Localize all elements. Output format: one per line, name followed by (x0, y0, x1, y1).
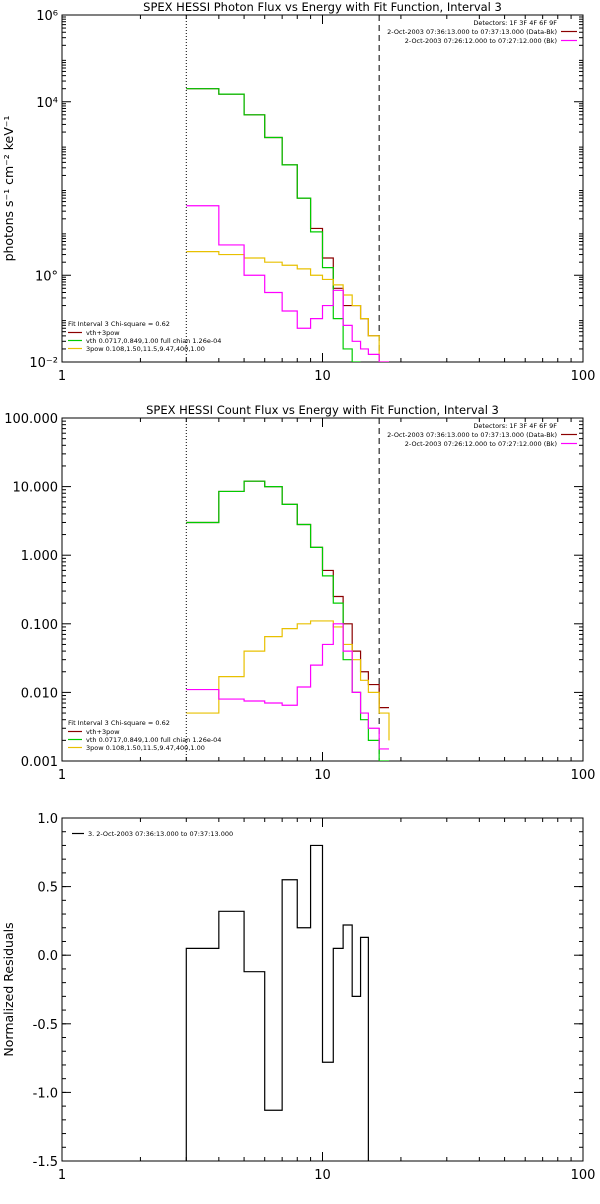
x-tick-label: 100 (571, 1168, 596, 1183)
y-tick-label: 0.001 (21, 755, 58, 770)
legend-bottom-left: Fit Interval 3 Chi-square = 0.62vth+3pow… (68, 320, 221, 353)
legend-text: 3. 2-Oct-2003 07:36:13.000 to 07:37:13.0… (88, 830, 233, 838)
y-tick-label: 1.0 (37, 812, 58, 827)
legend-line: vth+3pow (86, 728, 120, 736)
legend-line: 2-Oct-2003 07:36:13.000 to 07:37:13.000 … (387, 431, 557, 439)
x-tick-label: 10 (314, 768, 331, 783)
y-tick-label: 100.000 (4, 412, 58, 427)
legend-line: 2-Oct-2003 07:26:12.000 to 07:27:12.000 … (405, 37, 557, 45)
legend-header: Fit Interval 3 Chi-square = 0.62 (68, 320, 170, 328)
y-tick-label: 10.000 (13, 481, 59, 496)
legend-header: Fit Interval 3 Chi-square = 0.62 (68, 719, 170, 727)
y-tick-label: -0.5 (33, 1018, 58, 1033)
series-3-histogram (186, 620, 390, 741)
y-tick-label: 1.000 (21, 549, 58, 564)
panel-2: SPEX HESSI Count Flux vs Energy with Fit… (4, 403, 595, 783)
chart-title: SPEX HESSI Photon Flux vs Energy with Fi… (143, 0, 502, 14)
y-tick-label: 10⁻² (29, 356, 58, 371)
series-2-histogram (186, 480, 389, 761)
plot-frame (61, 417, 584, 762)
legend-line: 3pow 0.108,1.50,11.5,9.47,400,1.00 (86, 744, 205, 752)
series-2-histogram (186, 88, 361, 362)
y-axis-label: photons s⁻¹ cm⁻² keV⁻¹ (1, 116, 16, 262)
legend-line: vth 0.0717,0.849,1.00 full chian 1.26e-0… (86, 736, 221, 744)
x-tick-label: 10 (314, 1168, 331, 1183)
x-tick-label: 100 (571, 768, 596, 783)
panel-1: SPEX HESSI Photon Flux vs Energy with Fi… (1, 0, 595, 384)
y-tick-label: 0.010 (21, 686, 58, 701)
y-tick-label: 10⁴ (36, 96, 58, 111)
x-tick-label: 1 (58, 369, 66, 384)
series-1-histogram (186, 480, 389, 709)
series-3-histogram (186, 251, 389, 362)
legend-line: 2-Oct-2003 07:36:13.000 to 07:37:13.000 … (387, 28, 557, 36)
x-tick-label: 1 (58, 1168, 66, 1183)
legend-top-right: Detectors: 1F 3F 4F 6F 9F2-Oct-2003 07:3… (387, 422, 577, 448)
legend-line: 2-Oct-2003 07:26:12.000 to 07:27:12.000 … (405, 440, 557, 448)
legend-line: vth 0.0717,0.849,1.00 full chian 1.26e-0… (86, 337, 221, 345)
y-tick-label: -1.5 (33, 1155, 58, 1170)
x-tick-label: 100 (571, 369, 596, 384)
legend-residuals: 3. 2-Oct-2003 07:36:13.000 to 07:37:13.0… (72, 830, 233, 838)
panel-3: 1 10 100 -1.5 -1.0 -0.5 0.0 0.5 1.0 Normalized Re… (1, 812, 595, 1183)
series-1-histogram (185, 844, 369, 1161)
legend-top-right: Detectors: 1F 3F 4F 6F 9F2-Oct-2003 07:3… (387, 19, 577, 45)
y-tick-label: 0.100 (21, 618, 58, 633)
legend-line: vth+3pow (86, 329, 120, 337)
series-4-histogram (186, 623, 389, 750)
series-4-histogram (186, 205, 389, 362)
y-tick-label: 10⁶ (36, 9, 58, 24)
legend-line: Detectors: 1F 3F 4F 6F 9F (473, 19, 557, 27)
x-tick-label: 10 (314, 369, 331, 384)
y-tick-label: 10° (35, 269, 58, 284)
legend-line: Detectors: 1F 3F 4F 6F 9F (473, 422, 557, 430)
legend-line: 3pow 0.108,1.50,11.5,9.47,400,1.00 (86, 345, 205, 353)
x-tick-label: 1 (58, 768, 66, 783)
legend-bottom-left: Fit Interval 3 Chi-square = 0.62vth+3pow… (68, 719, 221, 752)
y-tick-label: 0.5 (37, 881, 58, 896)
y-axis-label: Normalized Residuals (1, 922, 16, 1056)
y-tick-label: 0.0 (37, 949, 58, 964)
chart-title: SPEX HESSI Count Flux vs Energy with Fit… (146, 403, 499, 417)
y-tick-label: -1.0 (33, 1086, 58, 1101)
